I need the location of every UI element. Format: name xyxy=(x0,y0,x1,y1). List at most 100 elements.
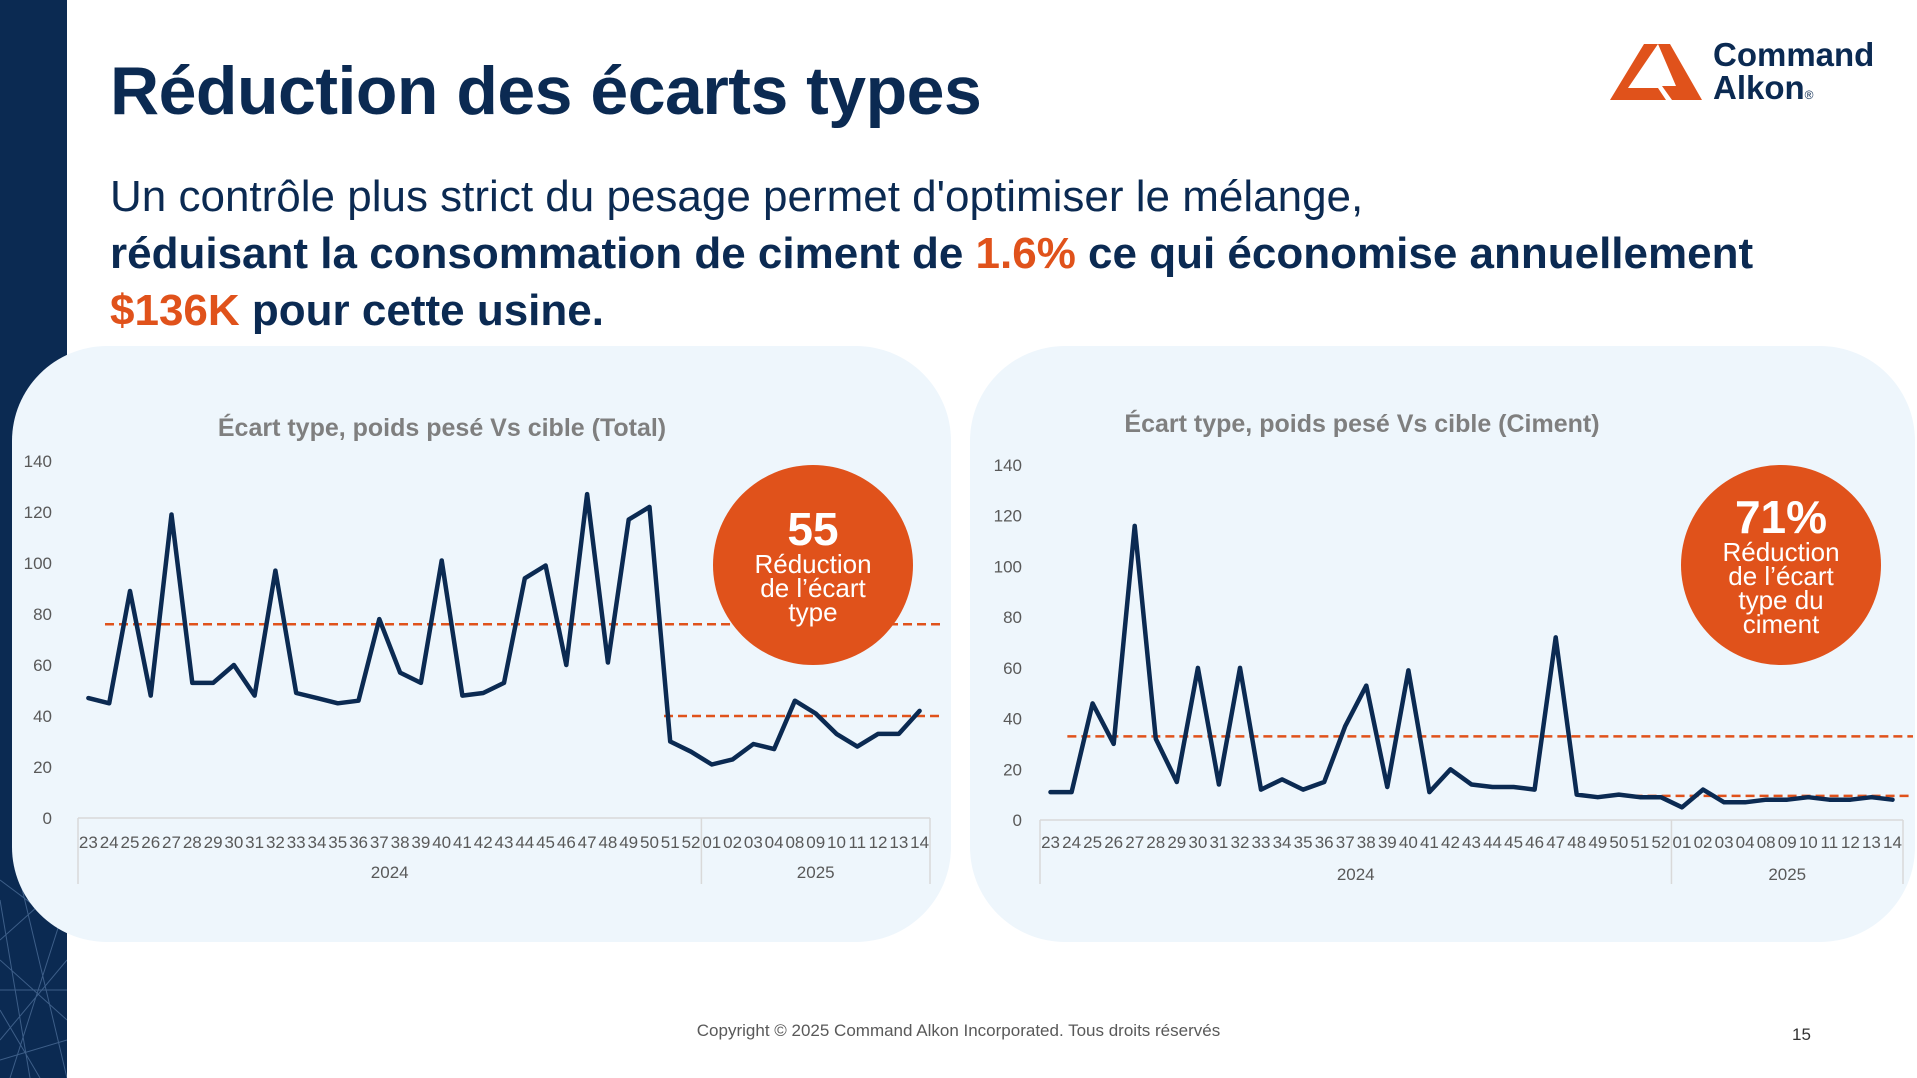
data-point xyxy=(564,663,568,667)
x-tick-label: 30 xyxy=(1188,833,1207,852)
x-tick-label: 39 xyxy=(411,833,430,852)
badge-total-text: Réduction de l’écart type xyxy=(754,549,872,627)
x-tick-label: 50 xyxy=(1609,833,1628,852)
data-point xyxy=(211,681,215,685)
logo-text: Command Alkon® xyxy=(1713,38,1874,112)
data-point xyxy=(772,747,776,751)
x-tick-label: 36 xyxy=(1315,833,1334,852)
data-point xyxy=(1154,737,1158,741)
data-point xyxy=(1806,795,1810,799)
badge-total-number: 55 xyxy=(787,503,839,555)
data-point xyxy=(834,732,838,736)
y-tick-label: 0 xyxy=(1013,811,1022,830)
data-point xyxy=(1091,701,1095,705)
x-tick-label: 25 xyxy=(1083,833,1102,852)
group-label: 2024 xyxy=(371,863,409,882)
data-point xyxy=(1827,798,1831,802)
x-tick-label: 28 xyxy=(1146,833,1165,852)
data-point xyxy=(1743,800,1747,804)
data-point xyxy=(1049,790,1053,794)
data-point xyxy=(1238,666,1242,670)
data-point xyxy=(585,492,589,496)
x-tick-label: 35 xyxy=(328,833,347,852)
y-tick-label: 40 xyxy=(33,707,52,726)
x-tick-label: 46 xyxy=(557,833,576,852)
x-tick-label: 08 xyxy=(785,833,804,852)
x-tick-label: 02 xyxy=(1694,833,1713,852)
data-point xyxy=(1701,788,1705,792)
logo-line1: Command xyxy=(1713,36,1875,73)
data-point xyxy=(294,691,298,695)
data-point xyxy=(357,699,361,703)
data-point xyxy=(253,694,257,698)
data-point xyxy=(190,681,194,685)
x-tick-label: 52 xyxy=(1651,833,1670,852)
x-tick-label: 46 xyxy=(1525,833,1544,852)
x-tick-label: 27 xyxy=(162,833,181,852)
data-point xyxy=(128,589,132,593)
data-point xyxy=(523,576,527,580)
data-point xyxy=(1617,793,1621,797)
data-point xyxy=(1890,798,1894,802)
data-point xyxy=(897,732,901,736)
x-tick-label: 10 xyxy=(827,833,846,852)
subtitle-bold-c: pour cette usine. xyxy=(239,286,604,335)
data-point xyxy=(107,701,111,705)
data-point xyxy=(1575,793,1579,797)
x-tick-label: 51 xyxy=(661,833,680,852)
x-tick-label: 12 xyxy=(1841,833,1860,852)
data-point xyxy=(315,696,319,700)
x-tick-label: 40 xyxy=(432,833,451,852)
data-point xyxy=(1217,783,1221,786)
data-point xyxy=(1259,788,1263,792)
y-tick-label: 120 xyxy=(994,507,1022,526)
x-tick-label: 42 xyxy=(1441,833,1460,852)
data-point xyxy=(606,660,610,664)
x-tick-label: 02 xyxy=(723,833,742,852)
data-point xyxy=(751,742,755,746)
data-point xyxy=(668,740,672,743)
data-point xyxy=(1112,742,1116,746)
x-tick-label: 35 xyxy=(1294,833,1313,852)
logo-icon xyxy=(1610,44,1702,100)
x-tick-label: 39 xyxy=(1378,833,1397,852)
data-point xyxy=(149,694,153,698)
data-point xyxy=(1070,790,1074,794)
data-point xyxy=(440,558,444,562)
x-tick-label: 44 xyxy=(515,833,534,852)
data-point xyxy=(544,564,548,568)
data-point xyxy=(1491,785,1495,789)
y-tick-label: 100 xyxy=(994,557,1022,576)
data-point xyxy=(502,681,506,685)
data-point xyxy=(419,681,423,685)
x-tick-label: 41 xyxy=(1420,833,1439,852)
copyright-footer: Copyright © 2025 Command Alkon Incorpora… xyxy=(696,1021,1221,1040)
y-tick-label: 80 xyxy=(33,605,52,624)
x-tick-label: 24 xyxy=(100,833,119,852)
subtitle-line1: Un contrôle plus strict du pesage permet… xyxy=(110,172,1364,221)
subtitle-bold-a: réduisant la consommation de ciment de xyxy=(110,229,976,278)
data-point xyxy=(1364,684,1368,688)
data-point xyxy=(1764,798,1768,802)
data-point xyxy=(232,663,236,667)
data-point xyxy=(689,750,693,754)
x-tick-label: 29 xyxy=(204,833,223,852)
data-point xyxy=(710,762,714,766)
x-tick-label: 29 xyxy=(1167,833,1186,852)
chart-title: Écart type, poids pesé Vs cible (Total) xyxy=(218,413,666,442)
data-point xyxy=(1848,798,1852,802)
x-tick-label: 44 xyxy=(1483,833,1502,852)
x-tick-label: 03 xyxy=(744,833,763,852)
subtitle-percent: 1.6% xyxy=(975,229,1076,278)
badge-ciment-text: Réduction de l’écart type du ciment xyxy=(1722,537,1840,639)
x-tick-label: 32 xyxy=(1231,833,1250,852)
x-tick-label: 26 xyxy=(1104,833,1123,852)
x-tick-label: 31 xyxy=(245,833,264,852)
x-tick-label: 43 xyxy=(1462,833,1481,852)
x-tick-label: 28 xyxy=(183,833,202,852)
subtitle-amount: $136K xyxy=(110,286,240,335)
command-alkon-logo xyxy=(1610,42,1702,107)
x-tick-label: 11 xyxy=(848,833,866,852)
